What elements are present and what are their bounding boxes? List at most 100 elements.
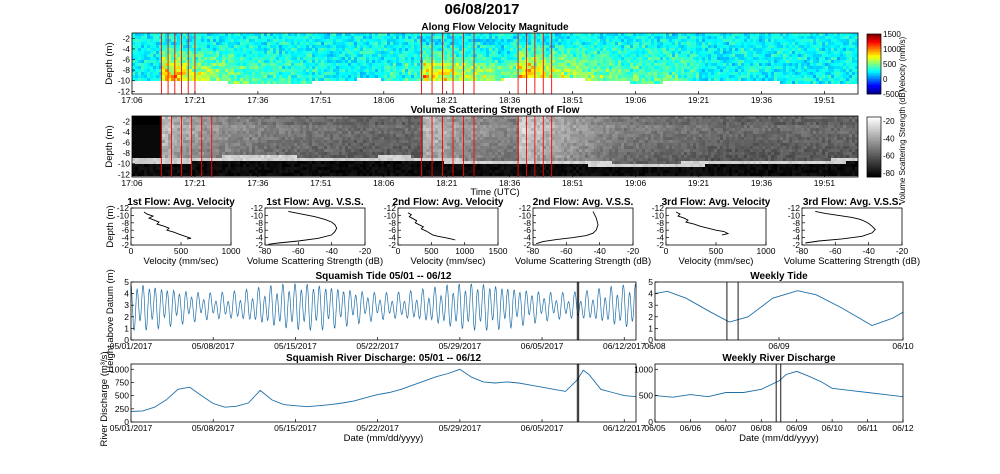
vss-cell (138, 116, 142, 120)
velocity-cell (348, 39, 352, 43)
velocity-cell (522, 36, 526, 40)
velocity-cell (450, 69, 454, 73)
velocity-cell (588, 87, 592, 91)
velocity-cell (399, 66, 403, 70)
velocity-cell (174, 90, 178, 94)
velocity-cell (822, 90, 826, 94)
velocity-cell (333, 90, 337, 94)
velocity-cell (795, 57, 799, 61)
velocity-cell (705, 84, 709, 88)
velocity-cell (813, 33, 817, 37)
velocity-colorbar-step (867, 82, 881, 84)
velocity-cell (318, 54, 322, 58)
velocity-cell (843, 66, 847, 70)
velocity-cell (600, 51, 604, 55)
velocity-cell (315, 69, 319, 73)
velocity-cell (495, 54, 499, 58)
velocity-cell (816, 63, 820, 67)
velocity-cell (219, 60, 223, 64)
velocity-cell (528, 75, 532, 79)
vss-cell (132, 143, 136, 147)
velocity-cell (207, 87, 211, 91)
velocity-cell (297, 69, 301, 73)
velocity-cell (774, 78, 778, 82)
velocity-cell (135, 51, 139, 55)
velocity-cell (618, 84, 622, 88)
velocity-cell (216, 78, 220, 82)
velocity-cell (288, 36, 292, 40)
velocity-cell (822, 33, 826, 37)
velocity-cell (726, 45, 730, 49)
velocity-cell (381, 69, 385, 73)
velocity-cell (372, 81, 376, 85)
velocity-cell (795, 60, 799, 64)
velocity-cell (636, 63, 640, 67)
velocity-cell (189, 48, 193, 52)
velocity-cell (345, 63, 349, 67)
velocity-cell (459, 63, 463, 67)
velocity-cell (531, 42, 535, 46)
velocity-cell (231, 69, 235, 73)
velocity-cell (189, 66, 193, 70)
velocity-cell (162, 39, 166, 43)
velocity-cell (699, 51, 703, 55)
velocity-cell (501, 75, 505, 79)
vss-cell (132, 137, 136, 141)
velocity-cell (666, 72, 670, 76)
velocity-cell (309, 48, 313, 52)
velocity-cell (204, 45, 208, 49)
velocity-cell (324, 84, 328, 88)
velocity-cell (219, 69, 223, 73)
velocity-cell (840, 48, 844, 52)
velocity-cell (678, 63, 682, 67)
velocity-cell (597, 36, 601, 40)
velocity-cell (615, 78, 619, 82)
velocity-cell (561, 87, 565, 91)
velocity-cell (798, 36, 802, 40)
velocity-cell (696, 72, 700, 76)
velocity-cell (243, 51, 247, 55)
velocity-cell (666, 63, 670, 67)
velocity-cell (648, 36, 652, 40)
velocity-cell (465, 66, 469, 70)
velocity-cell (249, 57, 253, 61)
velocity-cell (837, 54, 841, 58)
velocity-cell (564, 69, 568, 73)
velocity-cell (342, 51, 346, 55)
velocity-cell (828, 60, 832, 64)
velocity-cell (264, 45, 268, 49)
velocity-cell (285, 45, 289, 49)
velocity-cell (795, 69, 799, 73)
velocity-cell (378, 63, 382, 67)
velocity-cell (285, 60, 289, 64)
velocity-cell (300, 78, 304, 82)
velocity-cell (495, 81, 499, 85)
velocity-cell (531, 54, 535, 58)
velocity-cell (672, 66, 676, 70)
velocity-cell (696, 84, 700, 88)
velocity-cell (666, 84, 670, 88)
velocity-cell (555, 33, 559, 37)
velocity-cell (810, 60, 814, 64)
velocity-cell (405, 33, 409, 37)
velocity-cell (768, 39, 772, 43)
velocity-cell (195, 63, 199, 67)
velocity-cell (645, 42, 649, 46)
velocity-cell (399, 48, 403, 52)
velocity-cell (639, 39, 643, 43)
velocity-cell (288, 39, 292, 43)
velocity-cell (597, 66, 601, 70)
velocity-cell (345, 42, 349, 46)
velocity-cell (828, 63, 832, 67)
velocity-cell (765, 66, 769, 70)
velocity-cell (303, 33, 307, 37)
velocity-cell (219, 54, 223, 58)
velocity-cell (564, 72, 568, 76)
velocity-cell (504, 87, 508, 91)
velocity-cell (267, 42, 271, 46)
velocity-cell (786, 54, 790, 58)
velocity-cell (471, 33, 475, 37)
velocity-cell (849, 84, 853, 88)
velocity-cell (723, 63, 727, 67)
velocity-cell (333, 81, 337, 85)
